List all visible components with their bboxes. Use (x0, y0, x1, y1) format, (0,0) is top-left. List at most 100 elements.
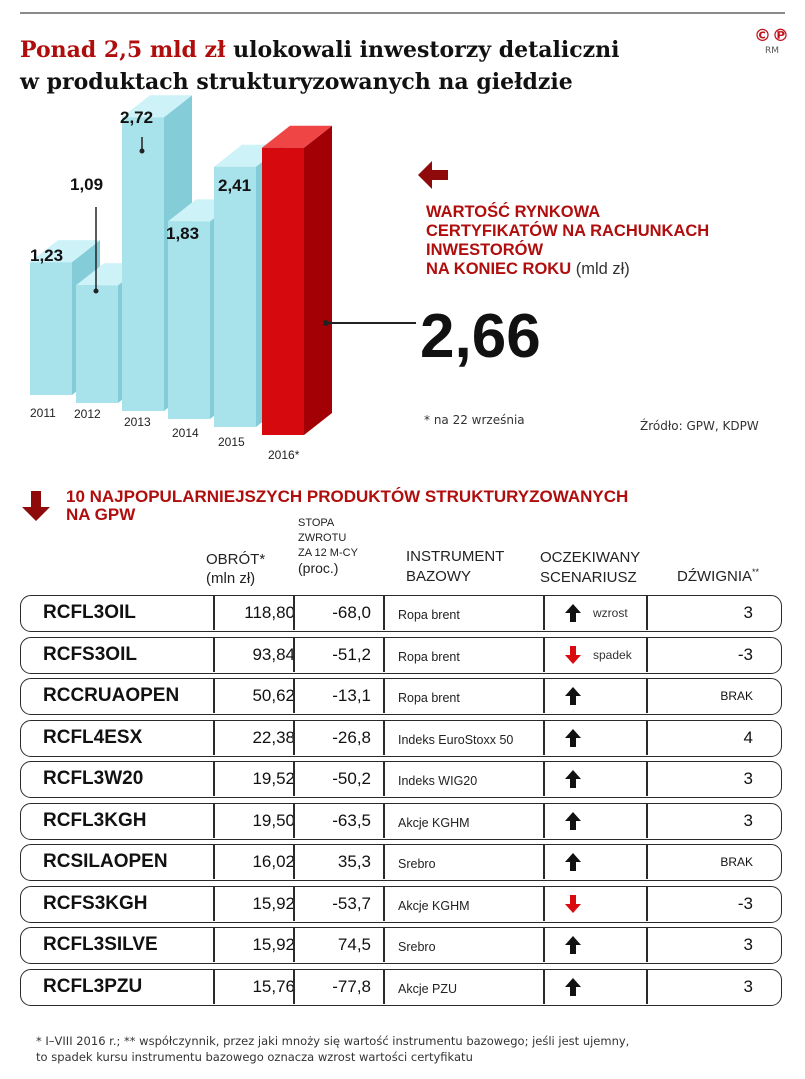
instrument-value: Ropa brent (398, 691, 460, 705)
title-highlight: Ponad 2,5 mld zł (20, 37, 226, 63)
bar-top (262, 125, 332, 148)
table-footnote-line-2: to spadek kursu instrumentu bazowego ozn… (36, 1050, 473, 1064)
turnover-value: 16,02 (252, 852, 295, 871)
instrument-value: Srebro (398, 857, 436, 871)
header-return-4: (proc.) (298, 560, 339, 576)
product-code: RCSILAOPEN (43, 851, 168, 872)
column-divider (543, 845, 545, 879)
copyright-logo: ©℗ RM (752, 26, 792, 56)
turnover-value: 118,80 (244, 603, 295, 622)
leverage-value: -3 (737, 644, 753, 664)
legend-line-3: INWESTORÓW (426, 241, 544, 259)
column-divider (293, 969, 295, 1004)
bar (30, 262, 72, 395)
return-value: -13,1 (332, 686, 371, 705)
arrow-up-icon (562, 596, 584, 630)
column-divider (646, 969, 648, 1004)
product-code: RCFL4ESX (43, 726, 143, 748)
x-tick-label: 2015 (218, 435, 245, 449)
product-code: RCCRUAOPEN (43, 685, 180, 706)
column-divider (293, 928, 295, 962)
label-leader-dot (139, 148, 145, 154)
column-divider (646, 762, 648, 796)
column-divider (383, 637, 385, 672)
column-divider (213, 762, 215, 796)
leverage-value: BRAK (720, 689, 753, 703)
arrow-up-icon (562, 845, 584, 879)
arrow-down-icon (562, 638, 584, 672)
column-divider (543, 762, 545, 796)
leverage-value: BRAK (720, 855, 753, 869)
column-divider (646, 679, 648, 713)
table-row: RCFS3OIL 93,84 -51,2 Ropa brent spadek -3 (20, 636, 782, 674)
turnover-value: 93,84 (252, 644, 295, 664)
bar (122, 117, 164, 412)
return-value: -51,2 (332, 644, 371, 664)
table-title-line-1: 10 NAJPOPULARNIEJSZYCH PRODUKTÓW STRUKTU… (66, 487, 629, 506)
table-row: RCFL3KGH 19,50 -63,5 Akcje KGHM 3 (20, 802, 782, 840)
column-divider (293, 845, 295, 879)
arrow-up-icon (562, 970, 584, 1004)
column-divider (213, 596, 215, 630)
column-divider (383, 845, 385, 879)
table-row: RCFL3W20 19,52 -50,2 Indeks WIG20 3 (20, 761, 782, 798)
column-divider (213, 679, 215, 713)
bar-top (30, 240, 100, 263)
column-divider (213, 637, 215, 672)
column-divider (543, 720, 545, 755)
header-scenario: OCZEKIWANY SCENARIUSZ (540, 548, 640, 588)
column-divider (543, 637, 545, 672)
return-value: -77,8 (332, 976, 371, 996)
header-return-1: STOPA (298, 517, 335, 529)
top-rule (20, 12, 785, 14)
product-code: RCFL3SILVE (43, 934, 158, 955)
arrow-up-icon (562, 928, 584, 962)
leverage-value: -3 (737, 893, 753, 913)
page-title: Ponad 2,5 mld zł ulokowali inwestorzy de… (20, 34, 720, 98)
column-divider (293, 803, 295, 838)
x-tick-label: 2013 (124, 415, 151, 429)
column-divider (293, 679, 295, 713)
return-value: -53,7 (332, 893, 371, 913)
turnover-value: 15,92 (252, 935, 295, 954)
label-leader-dot (93, 288, 99, 294)
column-divider (213, 886, 215, 921)
return-value: 74,5 (337, 935, 371, 954)
column-divider (646, 803, 648, 838)
leverage-value: 3 (743, 976, 753, 996)
header-scenario-1: OCZEKIWANY (540, 549, 641, 566)
column-divider (293, 886, 295, 921)
column-divider (213, 845, 215, 879)
arrow-down-icon (562, 887, 584, 921)
column-divider (383, 679, 385, 713)
column-divider (543, 886, 545, 921)
data-label: 1,09 (70, 175, 103, 194)
arrow-left-icon (414, 157, 450, 197)
instrument-value: Akcje PZU (398, 981, 458, 996)
column-divider (543, 803, 545, 838)
column-divider (543, 969, 545, 1004)
column-divider (646, 886, 648, 921)
copyright-icon: ©℗ (754, 26, 790, 46)
header-leverage-mark: ** (752, 567, 760, 577)
data-label: 2,41 (218, 176, 251, 195)
table-footnote: * I–VIII 2016 r.; ** współczynnik, przez… (36, 1033, 796, 1065)
header-turnover: OBRÓT* (mln zł) (206, 550, 265, 588)
x-tick-label: 2016* (268, 448, 300, 462)
title-line2: w produktach strukturyzowanych na giełdz… (20, 69, 573, 95)
leverage-value: 3 (743, 935, 753, 954)
product-code: RCFL3PZU (43, 975, 143, 997)
header-instrument-2: BAZOWY (406, 568, 472, 585)
header-turnover-label: OBRÓT* (206, 551, 266, 568)
turnover-value: 19,50 (252, 810, 295, 830)
bar (168, 221, 210, 419)
table-footnote-line-1: * I–VIII 2016 r.; ** współczynnik, przez… (36, 1034, 630, 1048)
column-divider (293, 720, 295, 755)
data-label: 1,23 (30, 246, 63, 265)
instrument-value: Srebro (398, 940, 436, 954)
header-scenario-2: SCENARIUSZ (540, 569, 637, 586)
column-divider (383, 720, 385, 755)
leverage-value: 3 (743, 810, 753, 830)
bar (76, 285, 118, 403)
column-divider (543, 679, 545, 713)
